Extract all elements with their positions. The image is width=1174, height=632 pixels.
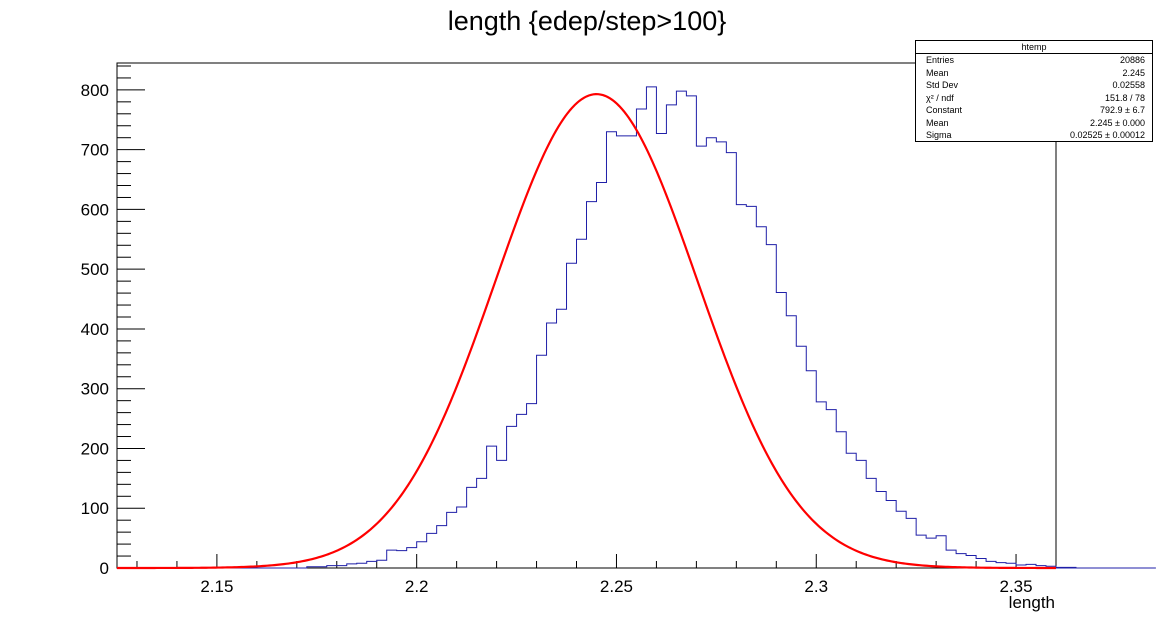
y-tick-label: 300	[81, 380, 109, 399]
stats-row: Mean 2.245 ± 0.000	[916, 117, 1152, 130]
stats-label: Std Dev	[926, 80, 959, 90]
stats-value: 2.245	[1122, 67, 1145, 78]
y-tick-label: 100	[81, 499, 109, 518]
stats-row: Sigma 0.02525 ± 0.00012	[916, 129, 1152, 142]
plot-frame	[116, 62, 1057, 569]
y-tick-label: 0	[100, 559, 109, 578]
x-tick-label: 2.2	[405, 577, 429, 596]
stats-box-title: htemp	[916, 41, 1152, 54]
x-tick-label: 2.35	[999, 577, 1032, 596]
y-tick-label: 800	[81, 81, 109, 100]
stats-value: 20886	[1119, 55, 1145, 65]
gaussian-fit-line	[117, 93, 1057, 570]
x-tick-label: 2.3	[804, 577, 828, 596]
stats-box: htemp Entries 20886 Mean 2.245 Std Dev 0.02…	[915, 40, 1153, 142]
y-tick-label: 700	[81, 141, 109, 160]
y-tick-label: 600	[81, 200, 109, 219]
stats-row: Mean 2.245	[916, 67, 1152, 80]
stats-value: 0.02558	[1112, 80, 1145, 90]
stats-value: 151.8 / 78	[1104, 92, 1145, 103]
x-tick-label: 2.25	[600, 577, 633, 596]
histogram-series	[117, 86, 1156, 569]
y-tick-label: 500	[81, 260, 109, 279]
y-tick-label: 200	[81, 439, 109, 458]
stats-label: Entries	[926, 55, 955, 65]
stats-row: Entries 20886	[916, 54, 1152, 67]
stats-label: Mean	[926, 67, 949, 78]
y-tick-label: 400	[81, 320, 109, 339]
x-axis-label: length	[1008, 593, 1055, 612]
stats-row: Constant 792.9 ± 6.7	[916, 104, 1152, 117]
stats-label: Constant	[926, 105, 963, 115]
stats-row: Std Dev 0.02558	[916, 79, 1152, 92]
chart-title: length {edep/step>100}	[447, 6, 727, 36]
stats-value: 792.9 ± 6.7	[1100, 105, 1145, 115]
stats-row: χ² / ndf 151.8 / 78	[916, 92, 1152, 105]
x-tick-label: 2.15	[200, 577, 233, 596]
stats-label: χ² / ndf	[926, 92, 954, 103]
stats-value: 0.02525 ± 0.00012	[1069, 130, 1145, 140]
stats-label: Mean	[926, 117, 949, 128]
stats-value: 2.245 ± 0.000	[1090, 117, 1145, 128]
stats-label: Sigma	[926, 130, 952, 140]
